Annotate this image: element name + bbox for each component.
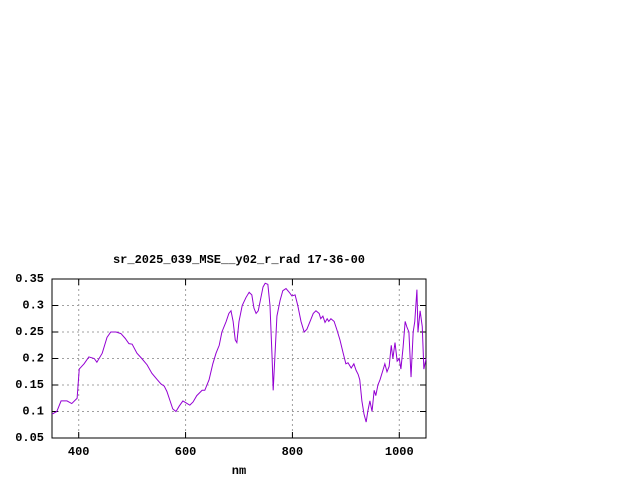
x-tick-label: 400 [68,445,90,459]
y-tick-label: 0.3 [22,299,44,313]
x-tick-label: 600 [175,445,197,459]
y-tick-label: 0.2 [22,352,44,366]
chart-title: sr_2025_039_MSE__y02_r_rad 17-36-00 [113,253,365,267]
data-line [51,282,427,423]
x-tick-label: 1000 [385,445,414,459]
x-axis-label: nm [232,464,246,478]
x-tick-label: 800 [282,445,304,459]
y-tick-label: 0.1 [22,405,44,419]
y-tick-label: 0.05 [15,431,44,445]
y-tick-label: 0.25 [15,325,44,339]
y-tick-label: 0.35 [15,272,44,286]
y-tick-label: 0.15 [15,378,44,392]
